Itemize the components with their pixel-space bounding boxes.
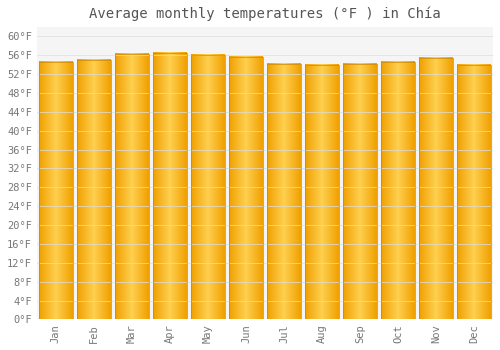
Bar <box>115 54 148 320</box>
Bar <box>267 64 300 320</box>
Bar <box>77 60 110 320</box>
Bar <box>305 64 338 320</box>
Bar <box>229 57 262 320</box>
Title: Average monthly temperatures (°F ) in Chía: Average monthly temperatures (°F ) in Ch… <box>89 7 441 21</box>
Bar <box>344 64 376 320</box>
Bar <box>153 53 186 320</box>
Bar <box>39 62 72 320</box>
Bar <box>458 64 491 320</box>
Bar <box>191 55 224 320</box>
Bar <box>382 62 414 320</box>
Bar <box>420 58 453 320</box>
